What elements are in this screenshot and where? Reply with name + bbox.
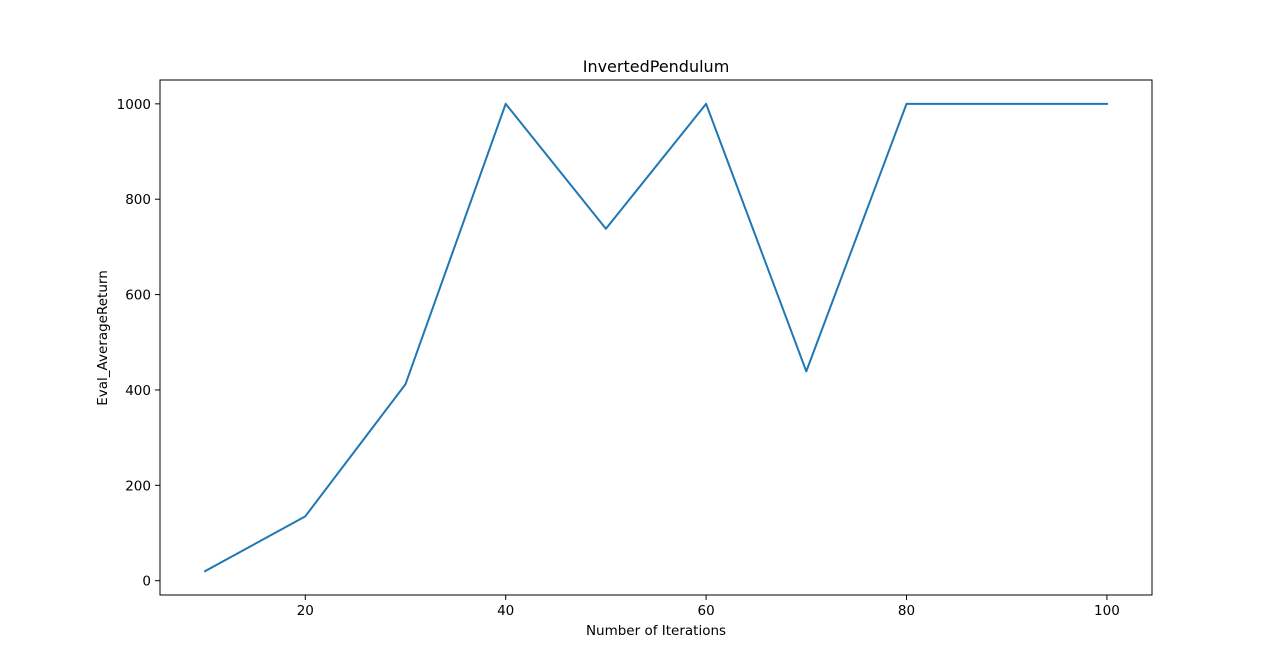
x-axis: 20 40 60 80 100 [297, 595, 1120, 619]
x-tick-label: 80 [898, 603, 915, 619]
y-axis: 0 200 400 600 800 1000 [117, 97, 160, 590]
chart-title: InvertedPendulum [583, 57, 730, 76]
y-tick-label: 600 [125, 288, 151, 304]
y-tick-label: 1000 [117, 97, 151, 113]
y-tick-label: 0 [142, 574, 151, 590]
y-tick-label: 400 [125, 383, 151, 399]
x-tick-label: 40 [497, 603, 514, 619]
x-tick-label: 100 [1094, 603, 1120, 619]
plot-area [159, 79, 1153, 596]
x-axis-label: Number of Iterations [586, 623, 726, 639]
y-tick-label: 800 [125, 192, 151, 208]
x-tick-label: 20 [297, 603, 314, 619]
series-line-0 [203, 102, 1108, 573]
x-tick-label: 60 [698, 603, 715, 619]
axes-frame [159, 79, 1153, 596]
y-tick-label: 200 [125, 478, 151, 494]
y-axis-label: Eval_AverageReturn [95, 270, 111, 406]
